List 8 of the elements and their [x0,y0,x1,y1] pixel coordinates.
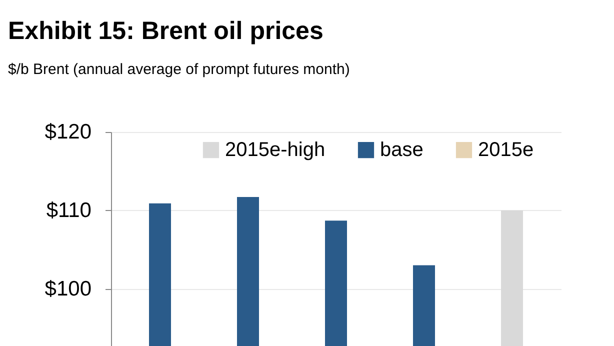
chart-subtitle: $/b Brent (annual average of prompt futures month) [8,61,350,78]
chart-title: Exhibit 15: Brent oil prices [8,17,324,45]
y-tick-label: $120 [44,120,92,144]
legend-label: 2015e [478,139,534,161]
y-tick-label: $110 [46,198,92,222]
legend-label: 2015e-high [225,139,326,161]
y-tick-label: $100 [44,277,92,300]
legend-label: base [380,139,424,161]
